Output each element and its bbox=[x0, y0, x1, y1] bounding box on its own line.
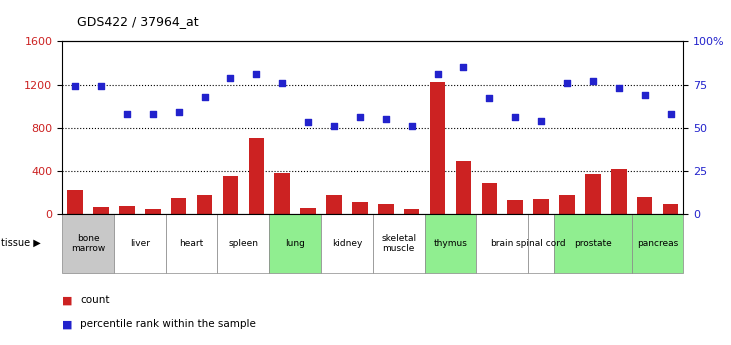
Point bbox=[173, 109, 184, 115]
Point bbox=[302, 120, 314, 125]
Bar bbox=[67, 190, 83, 214]
Text: prostate: prostate bbox=[574, 239, 612, 248]
Bar bbox=[404, 208, 420, 214]
Text: ■: ■ bbox=[62, 319, 72, 329]
Point bbox=[510, 115, 521, 120]
Text: GDS422 / 37964_at: GDS422 / 37964_at bbox=[77, 14, 198, 28]
Text: ■: ■ bbox=[62, 295, 72, 305]
Bar bbox=[455, 161, 471, 214]
Text: brain: brain bbox=[491, 239, 514, 248]
Bar bbox=[507, 200, 523, 214]
Point bbox=[664, 111, 676, 117]
Bar bbox=[62, 214, 114, 273]
Bar bbox=[145, 209, 161, 214]
Point bbox=[224, 75, 236, 80]
Bar bbox=[269, 214, 321, 273]
Text: tissue ▶: tissue ▶ bbox=[1, 238, 40, 248]
Text: thymus: thymus bbox=[433, 239, 467, 248]
Bar bbox=[326, 195, 342, 214]
Bar bbox=[637, 197, 652, 214]
Point bbox=[328, 123, 340, 129]
Bar bbox=[663, 204, 678, 214]
Text: kidney: kidney bbox=[332, 239, 362, 248]
Bar bbox=[114, 214, 166, 273]
Bar bbox=[249, 138, 264, 214]
Bar bbox=[274, 173, 290, 214]
Text: skeletal
muscle: skeletal muscle bbox=[381, 234, 416, 253]
Bar bbox=[352, 201, 368, 214]
Bar bbox=[534, 199, 549, 214]
Bar bbox=[171, 198, 186, 214]
Text: heart: heart bbox=[179, 239, 204, 248]
Point bbox=[69, 83, 81, 89]
Point bbox=[561, 80, 573, 86]
Text: count: count bbox=[80, 295, 110, 305]
Bar bbox=[477, 214, 528, 273]
Bar bbox=[321, 214, 373, 273]
Bar bbox=[611, 169, 626, 214]
Text: pancreas: pancreas bbox=[637, 239, 678, 248]
Point bbox=[199, 94, 211, 99]
Point bbox=[639, 92, 651, 98]
Text: percentile rank within the sample: percentile rank within the sample bbox=[80, 319, 257, 329]
Bar bbox=[430, 82, 445, 214]
Bar bbox=[378, 204, 393, 214]
Bar bbox=[300, 208, 316, 214]
Point bbox=[95, 83, 107, 89]
Bar bbox=[373, 214, 425, 273]
Point bbox=[458, 65, 469, 70]
Point bbox=[380, 116, 392, 122]
Bar bbox=[559, 195, 575, 214]
Text: bone
marrow: bone marrow bbox=[71, 234, 105, 253]
Point bbox=[587, 78, 599, 84]
Text: liver: liver bbox=[130, 239, 150, 248]
Bar bbox=[425, 214, 477, 273]
Point bbox=[121, 111, 133, 117]
Text: spinal cord: spinal cord bbox=[516, 239, 566, 248]
Point bbox=[354, 115, 366, 120]
Bar bbox=[223, 176, 238, 214]
Text: spleen: spleen bbox=[228, 239, 258, 248]
Bar bbox=[94, 207, 109, 214]
Text: lung: lung bbox=[285, 239, 305, 248]
Bar bbox=[632, 214, 683, 273]
Point bbox=[251, 71, 262, 77]
Bar bbox=[585, 174, 601, 214]
Point bbox=[147, 111, 159, 117]
Point bbox=[483, 96, 495, 101]
Bar bbox=[166, 214, 218, 273]
Point bbox=[276, 80, 288, 86]
Point bbox=[535, 118, 547, 124]
Bar bbox=[482, 183, 497, 214]
Bar bbox=[119, 206, 135, 214]
Bar bbox=[528, 214, 554, 273]
Point bbox=[613, 85, 624, 91]
Point bbox=[432, 71, 444, 77]
Bar bbox=[197, 195, 212, 214]
Bar bbox=[554, 214, 632, 273]
Bar bbox=[218, 214, 269, 273]
Point bbox=[406, 123, 417, 129]
